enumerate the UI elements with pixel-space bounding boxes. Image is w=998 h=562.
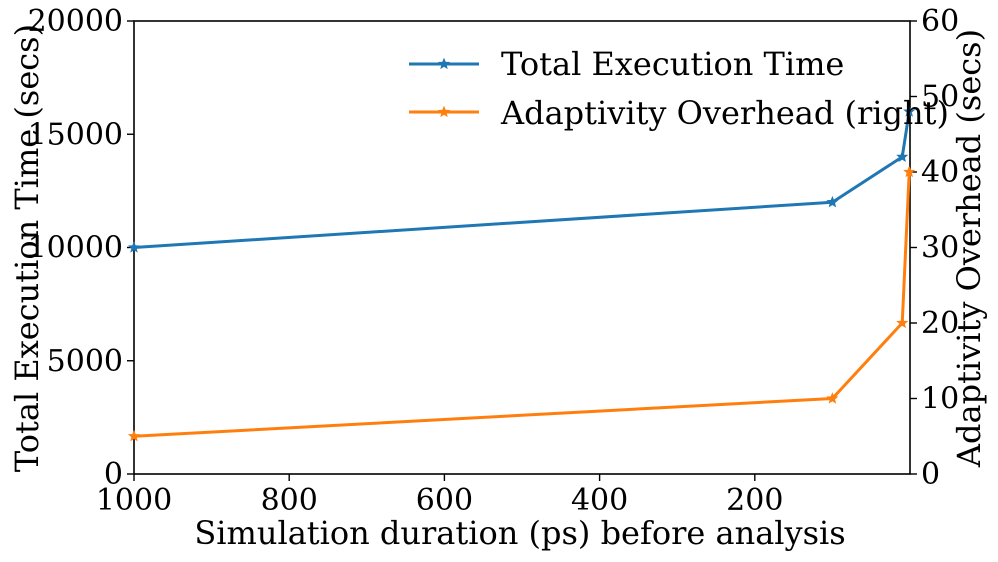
y-axis-right-ticks: 0 10 20 30 40 50 60: [910, 4, 959, 492]
y-right-tick-label: 0: [921, 457, 940, 492]
plot-frame: [133, 20, 911, 475]
x-tick-label: 800: [261, 483, 318, 518]
y-left-tick-label: 15000: [28, 117, 123, 152]
x-axis-label: Simulation duration (ps) before analysis: [194, 514, 845, 552]
data-point-adaptivity-overhead: [903, 165, 916, 178]
data-point-adaptivity-overhead: [127, 429, 141, 442]
legend-label-adaptivity-overhead: Adaptivity Overhead (right): [500, 94, 949, 132]
y-right-tick-label: 50: [921, 80, 959, 115]
y-right-tick-label: 20: [921, 306, 959, 341]
data-point-total-execution-time: [896, 150, 909, 163]
data-point-total-execution-time: [127, 241, 141, 253]
y-left-tick-label: 0: [104, 457, 123, 492]
data-point-total-execution-time: [826, 195, 839, 208]
legend-marker-adaptivity-overhead: [437, 105, 451, 118]
y-left-tick-label: 10000: [28, 231, 123, 266]
y-right-tick-label: 30: [921, 231, 959, 266]
y-left-tick-label: 20000: [28, 4, 123, 39]
y-right-tick-label: 10: [921, 382, 959, 417]
series-layer: [127, 105, 916, 442]
data-point-adaptivity-overhead: [826, 392, 839, 404]
y-axis-right-label: Adaptivity Overhead (secs): [950, 29, 988, 468]
data-point-total-execution-time: [903, 105, 916, 117]
y-right-tick-label: 60: [921, 4, 959, 39]
y-right-tick-label: 40: [921, 155, 959, 190]
series-line-total-execution-time: [133, 111, 911, 249]
x-tick-label: 1000: [96, 483, 172, 518]
y-axis-left-label: Total Execution Time (secs): [8, 24, 46, 472]
y-left-tick-label: 5000: [47, 344, 123, 379]
y-axis-left-ticks: 0 5000 10000 15000 20000: [28, 4, 134, 492]
series-line-adaptivity-overhead: [133, 171, 911, 438]
legend: Total Execution Time Adaptivity Overhead…: [409, 45, 949, 132]
data-point-adaptivity-overhead: [896, 316, 909, 329]
x-tick-label: 400: [571, 483, 628, 518]
x-tick-label: 600: [416, 483, 473, 518]
legend-label-total-execution-time: Total Execution Time: [501, 45, 844, 83]
x-tick-label: 200: [726, 483, 783, 518]
legend-marker-total-execution-time: [437, 57, 451, 70]
x-axis-ticks: 1000 800 600 400 200: [96, 474, 783, 518]
